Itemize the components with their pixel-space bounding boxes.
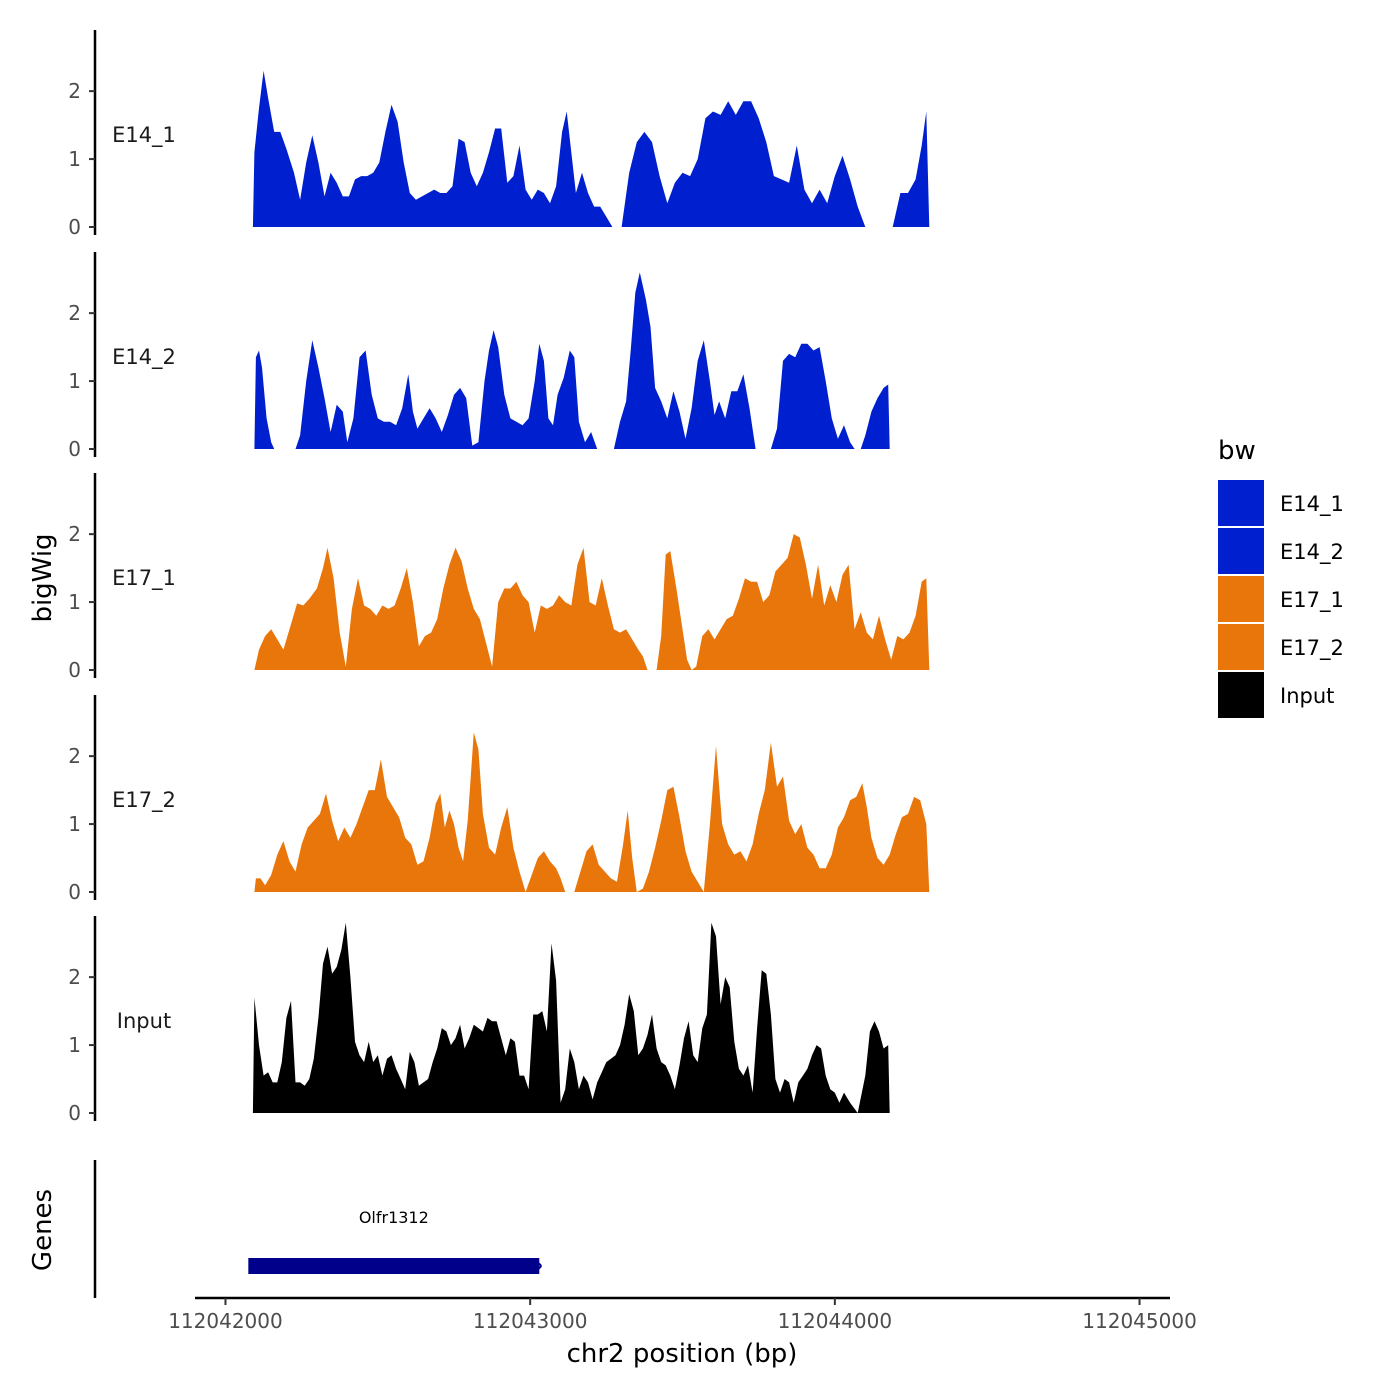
- y-tick-label-E17_2-2: 2: [68, 744, 81, 768]
- tracks-layer: 0 1 2 E14_1 0 1 2 E14_2 0 1 2 E17_1 0 1 2 E17_2 0 1 2 Input: [68, 30, 930, 1125]
- legend-key-E17_2: [1218, 624, 1264, 670]
- track-label-E17_1: E17_1: [112, 566, 176, 591]
- gene-strand-marks-Olfr1312: [249, 1261, 543, 1271]
- y-tick-label-E14_2-2: 2: [68, 301, 81, 325]
- track-label-E17_2: E17_2: [112, 788, 176, 813]
- x-tick-label-112042000: 112042000: [168, 1309, 283, 1333]
- genes-layer: Olfr1312: [93, 1160, 543, 1298]
- legend-title: bw: [1218, 436, 1256, 466]
- y-tick-label-Input-0: 0: [68, 1101, 81, 1125]
- x-tick-label-112045000: 112045000: [1082, 1309, 1197, 1333]
- gene-Olfr1312: Olfr1312: [248, 1208, 543, 1274]
- area-E17_1: [254, 534, 930, 670]
- legend-key-E17_1: [1218, 576, 1264, 622]
- legend-label-E17_1: E17_1: [1280, 588, 1344, 613]
- legend: bw E14_1 E14_2 E17_1 E17_2 Input: [1218, 436, 1344, 718]
- y-tick-label-Input-1: 1: [68, 1033, 81, 1057]
- x-axis-title: chr2 position (bp): [567, 1339, 798, 1369]
- y-tick-label-E14_1-0: 0: [68, 215, 81, 239]
- area-E14_2: [254, 272, 890, 449]
- track-E14_2: 0 1 2 E14_2: [68, 252, 890, 461]
- legend-label-Input: Input: [1280, 684, 1334, 708]
- x-tick-label-112044000: 112044000: [778, 1309, 893, 1333]
- area-E17_2: [254, 732, 930, 892]
- legend-label-E14_1: E14_1: [1280, 492, 1344, 517]
- gene-label-Olfr1312: Olfr1312: [359, 1208, 429, 1227]
- y-tick-label-Input-2: 2: [68, 965, 81, 989]
- track-label-Input: Input: [117, 1009, 171, 1033]
- y-tick-label-E17_1-0: 0: [68, 658, 81, 682]
- y-axis-title: bigWig: [28, 533, 58, 622]
- y-tick-label-E14_1-2: 2: [68, 79, 81, 103]
- x-tick-label-112043000: 112043000: [473, 1309, 588, 1333]
- legend-label-E14_2: E14_2: [1280, 540, 1344, 565]
- legend-key-E14_1: [1218, 480, 1264, 526]
- legend-label-E17_2: E17_2: [1280, 636, 1344, 661]
- x-axis: 112042000 112043000 112044000 112045000: [168, 1296, 1197, 1333]
- track-label-E14_2: E14_2: [112, 345, 176, 370]
- track-E14_1: 0 1 2 E14_1: [68, 30, 930, 239]
- area-E14_1: [252, 70, 930, 227]
- y-tick-label-E14_2-1: 1: [68, 369, 81, 393]
- track-Input: 0 1 2 Input: [68, 916, 890, 1125]
- y-tick-label-E17_2-1: 1: [68, 812, 81, 836]
- y-tick-label-E17_2-0: 0: [68, 880, 81, 904]
- track-E17_1: 0 1 2 E17_1: [68, 473, 930, 682]
- gene-body-Olfr1312: [248, 1258, 540, 1274]
- y-tick-label-E17_1-2: 2: [68, 522, 81, 546]
- genes-axis-title: Genes: [28, 1189, 58, 1271]
- legend-key-Input: [1218, 672, 1264, 718]
- track-label-E14_1: E14_1: [112, 123, 176, 148]
- legend-key-E14_2: [1218, 528, 1264, 574]
- track-E17_2: 0 1 2 E17_2: [68, 695, 930, 904]
- y-tick-label-E14_2-0: 0: [68, 437, 81, 461]
- y-tick-label-E17_1-1: 1: [68, 590, 81, 614]
- y-tick-label-E14_1-1: 1: [68, 147, 81, 171]
- area-Input: [252, 922, 890, 1113]
